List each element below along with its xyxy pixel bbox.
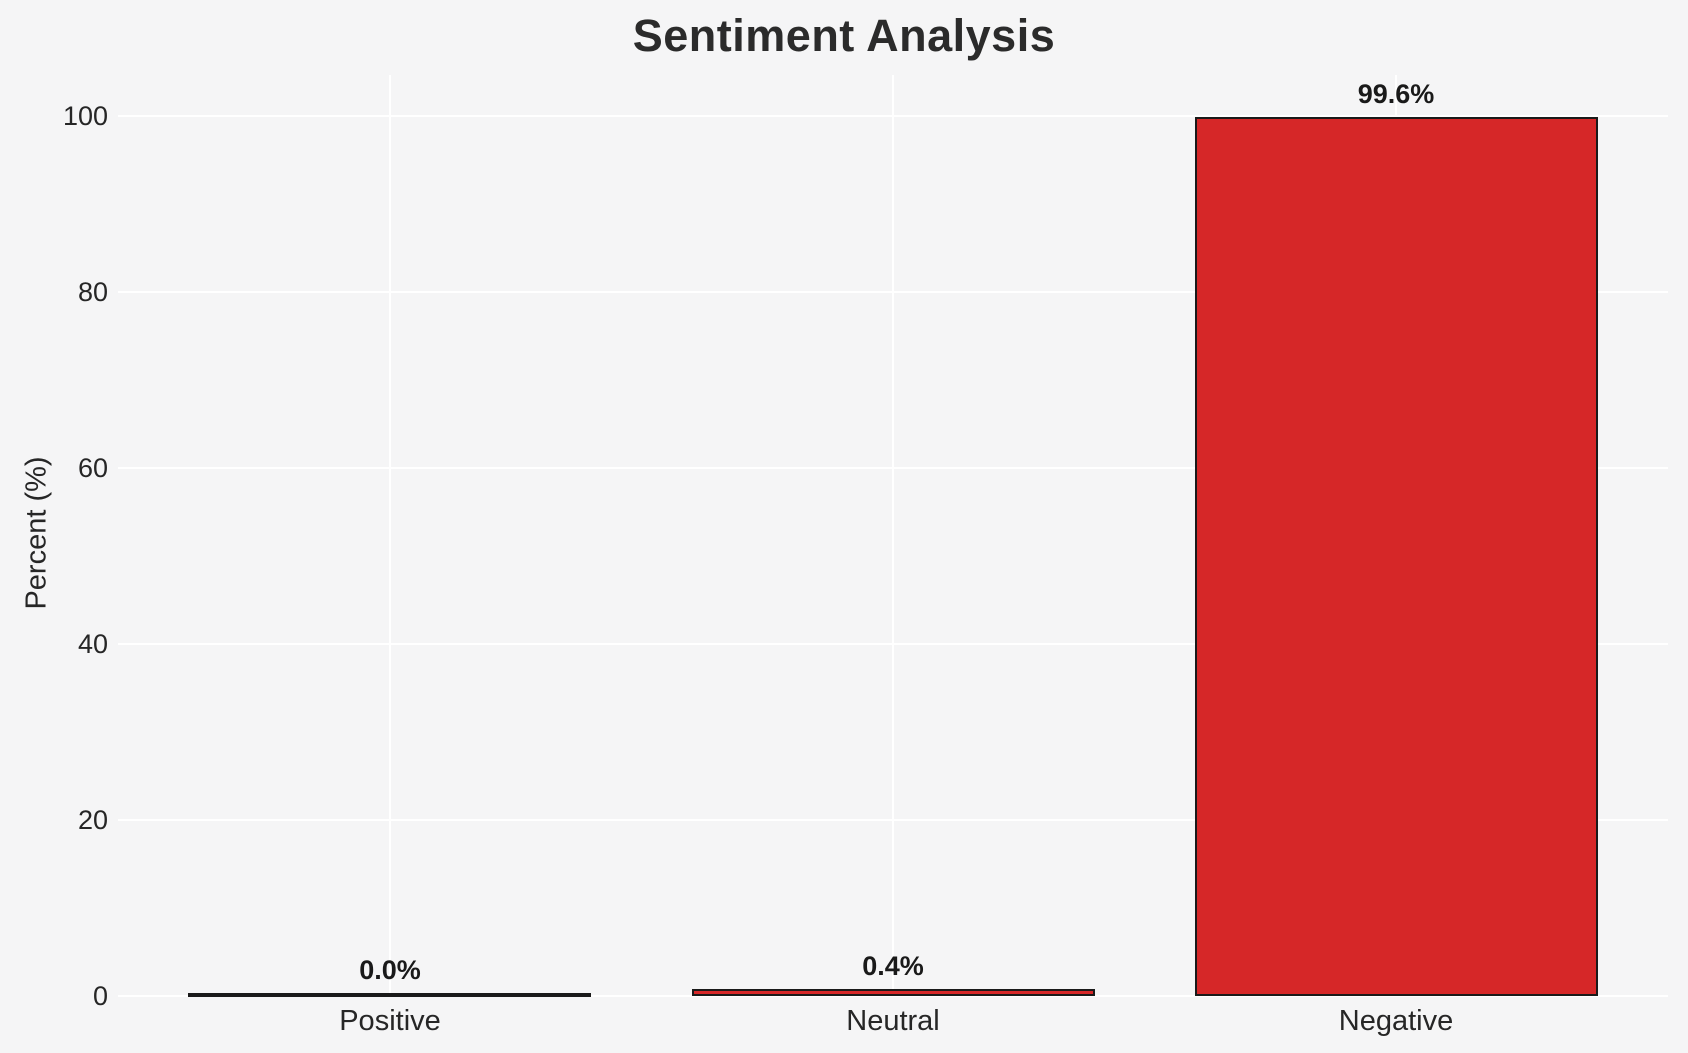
bar-positive [188,993,591,997]
bar-neutral [692,989,1095,996]
x-gridline [892,75,894,996]
bar-value-label: 0.4% [862,951,924,981]
y-gridline [118,995,1668,997]
x-tick-label: Positive [339,1005,441,1037]
x-tick-label: Negative [1338,1005,1454,1037]
y-tick-label: 60 [77,453,108,483]
y-tick-label: 20 [77,805,108,835]
x-gridline [388,75,391,996]
bar-negative [1195,117,1598,996]
y-tick-label: 40 [77,629,108,659]
y-tick-label: 80 [77,277,108,307]
x-tick-label: Neutral [846,1005,940,1037]
chart-title: Sentiment Analysis [632,10,1056,61]
bar-value-label: 99.6% [1357,79,1435,109]
y-tick-label: 0 [92,981,108,1011]
bar-value-label: 0.0% [359,955,421,985]
y-tick-label: 100 [62,101,108,131]
